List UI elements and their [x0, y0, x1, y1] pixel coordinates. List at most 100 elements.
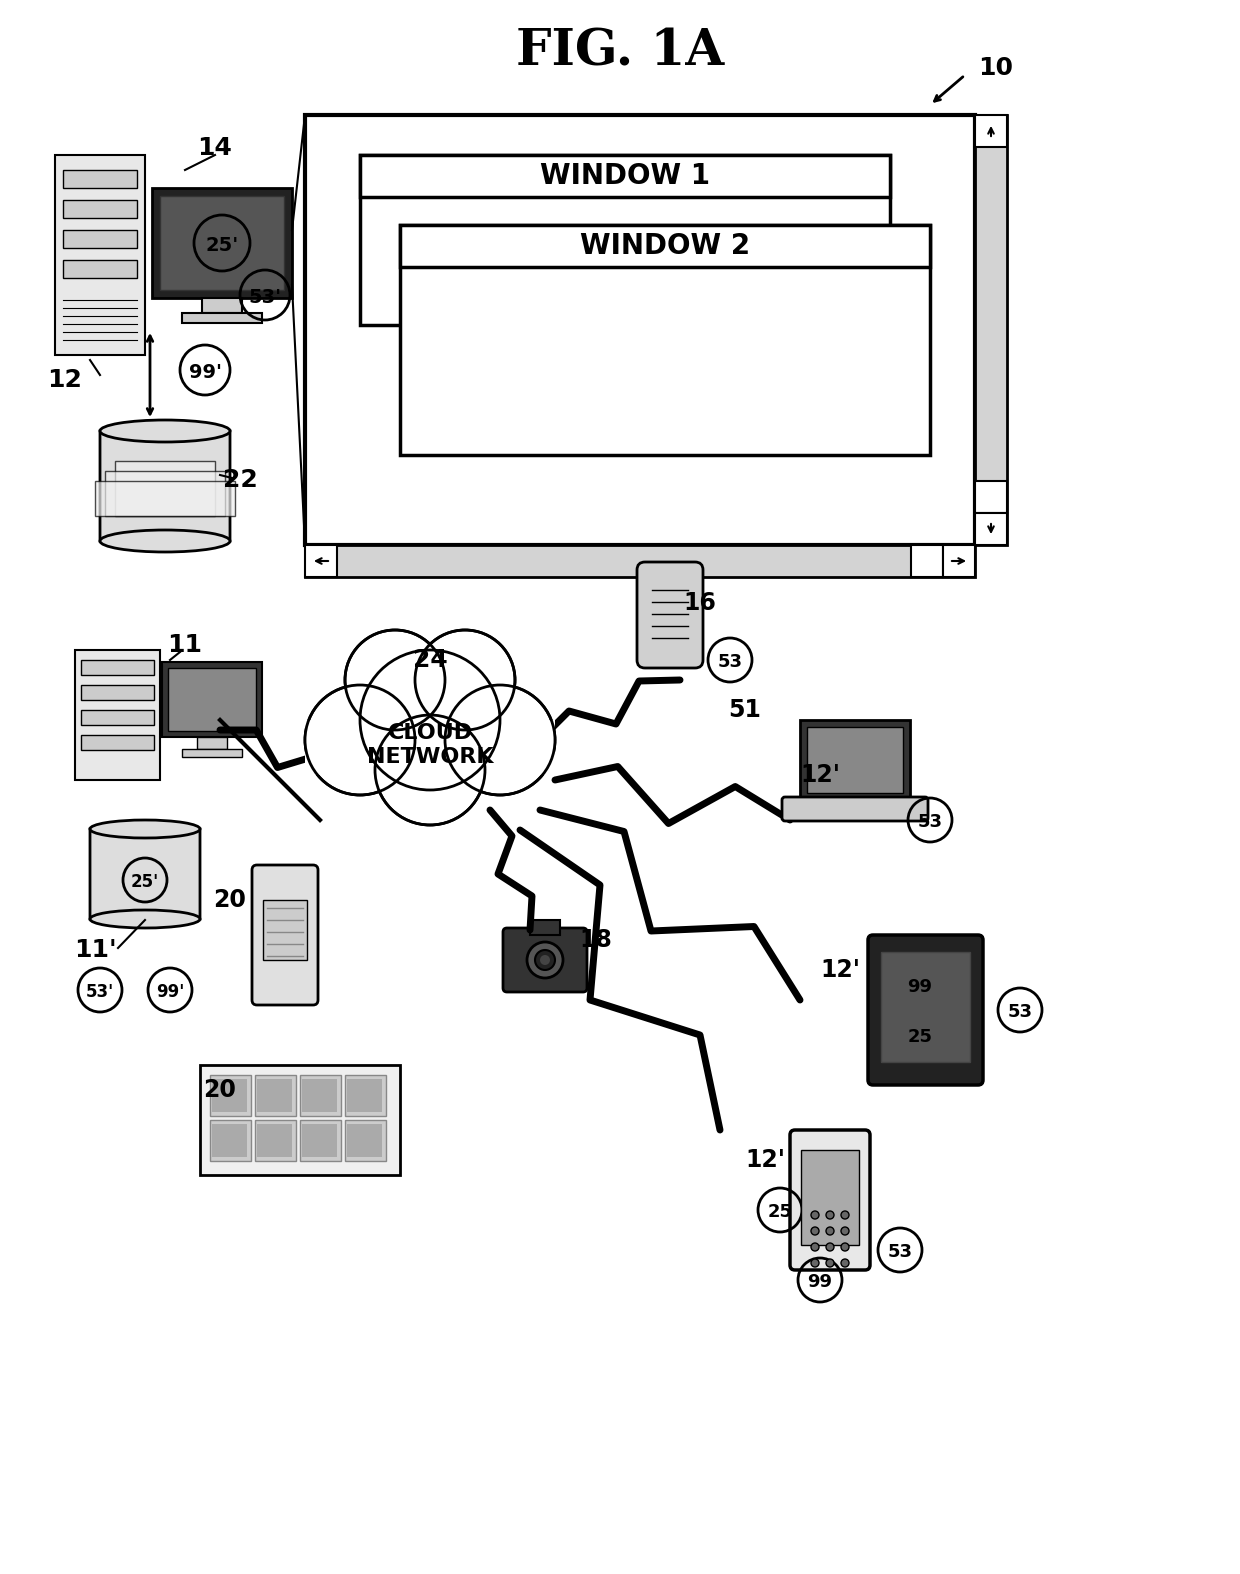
Bar [202, 297, 242, 313]
Circle shape [811, 1228, 818, 1236]
Circle shape [826, 1243, 835, 1251]
Text: 99': 99' [156, 984, 185, 1001]
Bar [975, 482, 1007, 513]
FancyBboxPatch shape [868, 935, 983, 1084]
Circle shape [362, 652, 498, 789]
Text: 10: 10 [978, 57, 1013, 80]
Circle shape [826, 1259, 835, 1267]
FancyBboxPatch shape [637, 562, 703, 667]
Bar [347, 1124, 382, 1157]
Circle shape [539, 955, 551, 965]
Text: 20: 20 [203, 1078, 237, 1102]
Text: 53': 53' [248, 288, 281, 307]
Bar [300, 1121, 341, 1162]
Text: 14: 14 [197, 135, 232, 161]
Text: 25': 25' [131, 874, 159, 891]
FancyBboxPatch shape [782, 796, 928, 822]
Text: 99: 99 [807, 1273, 832, 1291]
Bar [210, 1075, 250, 1116]
Text: 12': 12' [820, 959, 861, 982]
Text: 53: 53 [718, 653, 743, 671]
Text: 16: 16 [683, 590, 717, 615]
Text: 24: 24 [413, 648, 448, 672]
Bar [105, 471, 224, 516]
Ellipse shape [91, 820, 200, 837]
Bar [153, 187, 291, 297]
Bar [63, 200, 136, 219]
FancyBboxPatch shape [100, 431, 229, 541]
Bar [305, 115, 975, 545]
Circle shape [841, 1228, 849, 1236]
Text: 12': 12' [800, 763, 839, 787]
Text: FIG. 1A: FIG. 1A [516, 27, 724, 77]
Ellipse shape [100, 420, 229, 442]
Bar [182, 749, 242, 757]
Text: WINDOW 1: WINDOW 1 [539, 162, 711, 190]
Circle shape [417, 633, 513, 729]
Circle shape [841, 1243, 849, 1251]
Circle shape [445, 685, 556, 795]
Circle shape [360, 650, 500, 790]
Circle shape [305, 685, 415, 795]
Bar [255, 1121, 296, 1162]
Text: CLOUD
NETWORK: CLOUD NETWORK [367, 724, 494, 767]
Circle shape [534, 951, 556, 970]
Bar [975, 513, 1007, 545]
Text: 53': 53' [86, 984, 114, 1001]
Text: 99': 99' [188, 362, 222, 381]
Text: 25: 25 [908, 1028, 932, 1047]
Ellipse shape [91, 910, 200, 929]
Bar [81, 735, 154, 749]
Bar [63, 230, 136, 249]
Bar [81, 685, 154, 700]
Bar [303, 1124, 337, 1157]
Circle shape [345, 630, 445, 730]
Bar [63, 260, 136, 279]
Text: 51: 51 [729, 697, 761, 722]
Bar [197, 737, 227, 749]
Bar [807, 727, 903, 793]
Bar [81, 710, 154, 726]
Bar [160, 197, 284, 290]
Circle shape [811, 1259, 818, 1267]
Bar [200, 1066, 401, 1176]
Bar [212, 1080, 247, 1111]
Text: 18: 18 [579, 929, 613, 952]
Circle shape [841, 1210, 849, 1218]
Text: 53: 53 [918, 814, 942, 831]
FancyBboxPatch shape [503, 929, 587, 992]
Bar [347, 1080, 382, 1111]
Bar [345, 1121, 386, 1162]
Circle shape [527, 941, 563, 977]
Circle shape [811, 1210, 818, 1218]
Bar [257, 1080, 291, 1111]
FancyBboxPatch shape [91, 829, 200, 919]
Bar [880, 952, 970, 1062]
Text: 11': 11' [73, 938, 117, 962]
Circle shape [841, 1259, 849, 1267]
FancyBboxPatch shape [252, 866, 317, 1006]
Text: 25': 25' [206, 236, 238, 255]
Text: 99: 99 [908, 977, 932, 996]
Circle shape [446, 686, 553, 793]
Circle shape [415, 630, 515, 730]
Bar [360, 154, 890, 197]
Bar [95, 482, 236, 516]
Bar [305, 719, 556, 774]
Bar [942, 545, 975, 578]
Bar [303, 1080, 337, 1111]
Bar [360, 154, 890, 324]
Bar [257, 1124, 291, 1157]
Bar [305, 545, 975, 578]
Text: 53: 53 [1007, 1003, 1033, 1022]
Bar [81, 660, 154, 675]
Bar [255, 1075, 296, 1116]
Text: 25: 25 [768, 1203, 792, 1221]
Text: 20: 20 [213, 888, 247, 911]
Bar [305, 545, 337, 578]
Bar [263, 900, 308, 960]
Bar [212, 1124, 247, 1157]
Circle shape [308, 686, 413, 793]
Circle shape [811, 1243, 818, 1251]
Bar [975, 115, 1007, 146]
